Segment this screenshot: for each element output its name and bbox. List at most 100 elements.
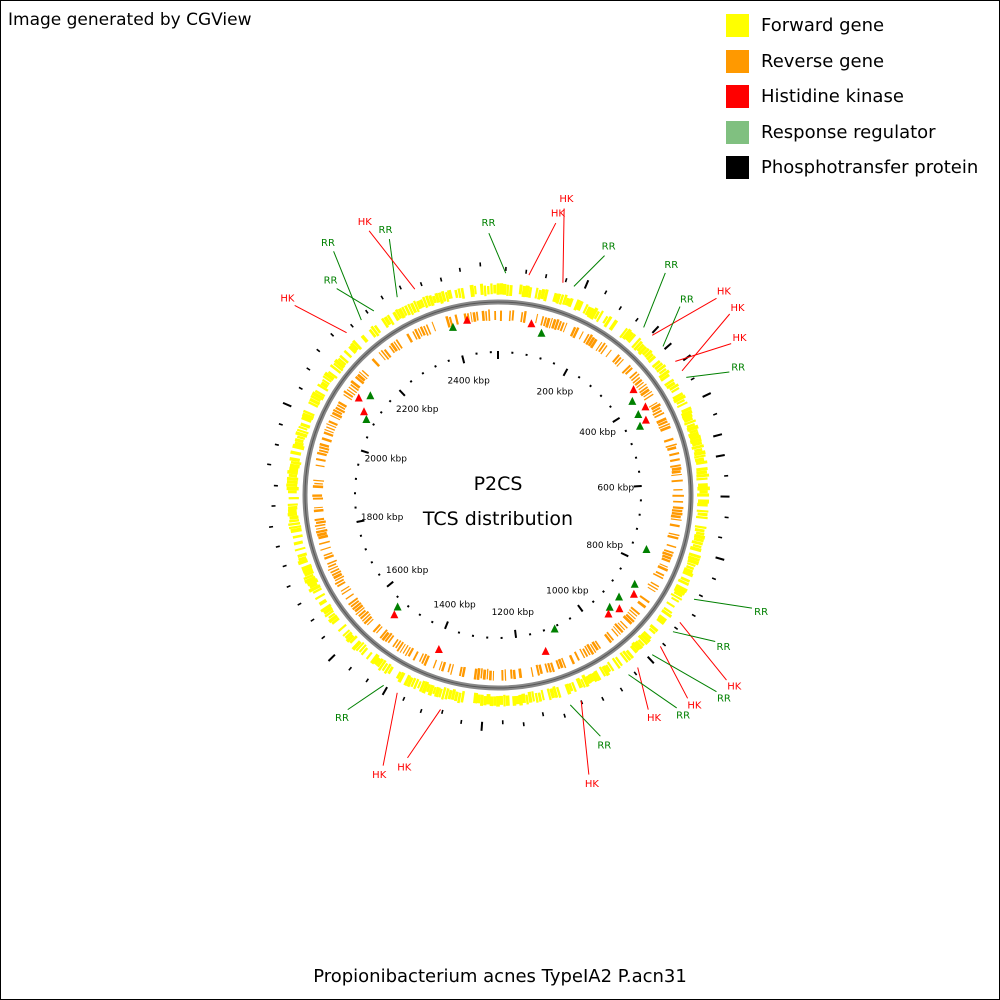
- ruler-minor-tick: [577, 375, 581, 379]
- histidine-kinase-marker: [641, 415, 650, 424]
- reverse-gene: [647, 586, 656, 593]
- forward-gene: [342, 629, 351, 637]
- ruler-minor-tick: [379, 411, 383, 414]
- forward-gene: [680, 409, 693, 418]
- ruler-minor-tick: [372, 423, 375, 426]
- reverse-gene: [512, 669, 517, 680]
- forward-gene: [695, 531, 705, 536]
- rr-callout-line: [569, 704, 601, 737]
- reverse-gene: [591, 641, 599, 651]
- forward-gene: [349, 635, 358, 644]
- forward-gene: [320, 603, 332, 613]
- reverse-gene: [348, 386, 358, 394]
- forward-gene: [479, 694, 484, 706]
- forward-gene: [444, 291, 450, 303]
- reverse-gene: [616, 358, 624, 367]
- reverse-gene: [624, 367, 633, 375]
- forward-gene: [681, 412, 693, 421]
- forward-gene: [289, 456, 301, 463]
- reverse-gene: [638, 383, 647, 391]
- reverse-gene: [363, 615, 373, 625]
- hk-callout-line: [407, 709, 441, 759]
- reverse-gene: [569, 326, 577, 337]
- reverse-gene: [390, 342, 398, 352]
- phosphotransfer-tick: [564, 278, 568, 283]
- phosphotransfer-tick: [267, 463, 272, 466]
- forward-gene: [286, 476, 299, 481]
- organism-title: Propionibacterium acnes TypeIA2 P.acn31: [313, 966, 687, 987]
- forward-gene: [287, 508, 297, 514]
- forward-gene: [693, 450, 706, 457]
- reverse-gene: [562, 322, 568, 333]
- reverse-gene: [637, 600, 647, 609]
- forward-gene: [524, 285, 530, 298]
- ruler-minor-tick: [539, 357, 542, 360]
- phosphotransfer-tick: [480, 721, 484, 731]
- hk-callout-label: HK: [717, 287, 732, 298]
- forward-gene: [309, 397, 321, 406]
- ruler-minor-tick: [409, 380, 413, 383]
- reverse-gene: [568, 654, 576, 665]
- reverse-gene: [324, 428, 334, 434]
- legend-label-reverse: Reverse gene: [761, 50, 885, 72]
- reverse-gene: [553, 318, 560, 331]
- forward-gene: [686, 422, 696, 429]
- ruler-label: 2000 kbp: [365, 455, 408, 465]
- phosphotransfer-tick: [441, 709, 444, 715]
- hk-callout-label: HK: [372, 770, 387, 781]
- phosphotransfer-tick: [690, 377, 695, 381]
- hk-callout-label: HK: [585, 779, 600, 790]
- forward-gene: [333, 358, 346, 370]
- forward-gene: [381, 662, 389, 672]
- forward-gene: [627, 333, 637, 344]
- reverse-gene: [330, 567, 340, 574]
- reverse-gene: [323, 431, 334, 437]
- reverse-gene: [654, 412, 665, 419]
- reverse-gene: [330, 414, 341, 421]
- reverse-gene: [388, 345, 396, 354]
- histidine-kinase-marker: [527, 319, 536, 328]
- forward-gene: [416, 300, 423, 310]
- ruler-minor-tick: [555, 623, 559, 627]
- forward-gene: [673, 586, 686, 596]
- rr-callout-line: [347, 684, 384, 711]
- reverse-gene: [447, 663, 452, 673]
- forward-gene: [656, 617, 665, 626]
- rr-callout-line: [672, 631, 716, 642]
- forward-gene: [289, 463, 300, 469]
- forward-gene: [645, 353, 654, 361]
- reverse-gene: [319, 442, 330, 448]
- forward-gene: [637, 639, 645, 647]
- ruler-minor-tick: [377, 573, 381, 577]
- forward-gene: [317, 383, 329, 392]
- forward-gene: [289, 518, 300, 523]
- forward-gene: [661, 609, 673, 618]
- reverse-gene: [632, 376, 641, 384]
- forward-gene: [440, 687, 447, 700]
- phosphotransfer-tick: [715, 556, 725, 561]
- forward-gene: [293, 540, 304, 546]
- forward-gene: [350, 342, 359, 352]
- forward-gene: [297, 558, 309, 566]
- histidine-kinase-marker: [360, 407, 369, 416]
- reverse-gene: [332, 408, 343, 416]
- phosphotransfer-tick: [544, 274, 548, 279]
- phosphotransfer-tick: [583, 279, 590, 289]
- forward-gene: [631, 337, 642, 349]
- reverse-gene: [548, 317, 553, 329]
- forward-gene: [642, 630, 652, 640]
- forward-gene: [697, 512, 708, 517]
- forward-gene: [380, 317, 389, 329]
- phosphotransfer-tick: [601, 696, 605, 702]
- forward-gene: [294, 441, 304, 447]
- forward-gene: [348, 345, 358, 355]
- phosphotransfer-tick: [458, 267, 462, 272]
- phosphotransfer-tick: [327, 653, 336, 662]
- ruler-minor-tick: [589, 384, 592, 388]
- reverse-gene: [671, 470, 681, 474]
- rr-callout-label: RR: [602, 242, 616, 253]
- forward-gene: [365, 651, 373, 660]
- forward-gene: [418, 680, 426, 693]
- forward-gene: [649, 624, 659, 633]
- reverse-gene: [314, 523, 326, 528]
